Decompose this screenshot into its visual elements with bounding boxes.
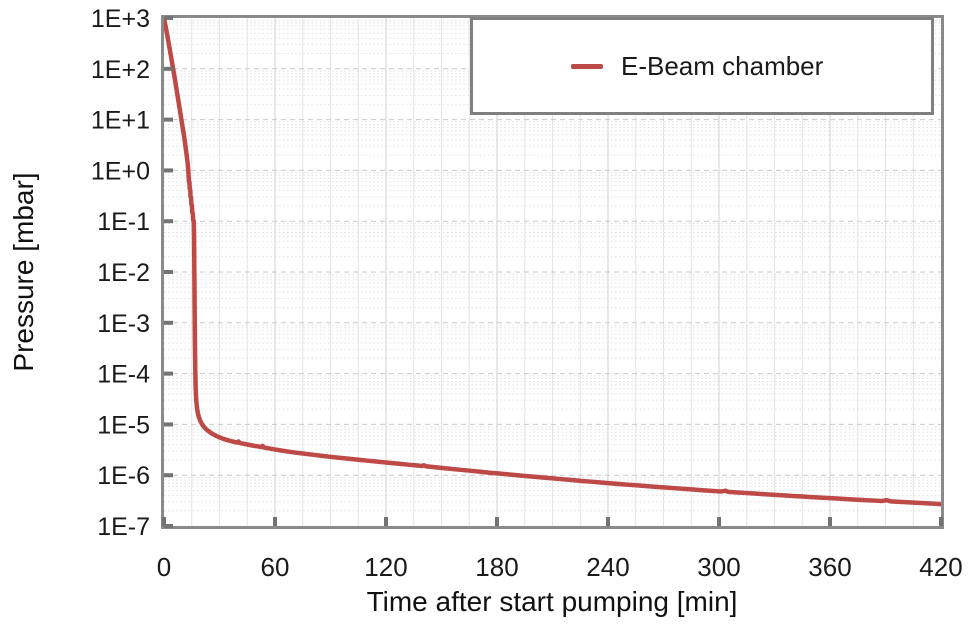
x-tick-label: 0 bbox=[157, 552, 171, 582]
x-axis-title: Time after start pumping [min] bbox=[366, 586, 738, 617]
x-tick-label: 60 bbox=[261, 552, 290, 582]
y-tick-label: 1E-6 bbox=[97, 462, 150, 490]
y-tick-label: 1E+0 bbox=[91, 157, 150, 185]
y-tick-label: 1E-4 bbox=[97, 361, 150, 389]
y-tick-label: 1E-3 bbox=[97, 310, 150, 338]
x-tick-label: 180 bbox=[475, 552, 518, 582]
series-line-swatch bbox=[571, 63, 603, 69]
x-tick-label: 360 bbox=[808, 552, 851, 582]
y-tick-label: 1E-2 bbox=[97, 259, 150, 287]
x-tick-label: 120 bbox=[364, 552, 407, 582]
y-tick-label: 1E+1 bbox=[91, 107, 150, 135]
x-tick-label: 300 bbox=[697, 552, 740, 582]
legend-series-label: E-Beam chamber bbox=[621, 50, 824, 81]
y-tick-label: 1E+2 bbox=[91, 56, 150, 84]
x-tick-label: 240 bbox=[586, 552, 629, 582]
y-tick-label: 1E-5 bbox=[97, 411, 150, 439]
y-axis-title: Pressure [mbar] bbox=[8, 172, 39, 372]
y-tick-label: 1E-1 bbox=[97, 208, 150, 236]
y-tick-label: 1E-7 bbox=[97, 513, 150, 541]
y-tick-label: 1E+3 bbox=[91, 5, 150, 33]
plot-border bbox=[161, 15, 944, 529]
legend-box: E-Beam chamber bbox=[470, 17, 934, 115]
x-tick-label: 420 bbox=[919, 552, 962, 582]
series-line-ebeam-chamber bbox=[161, 15, 944, 507]
